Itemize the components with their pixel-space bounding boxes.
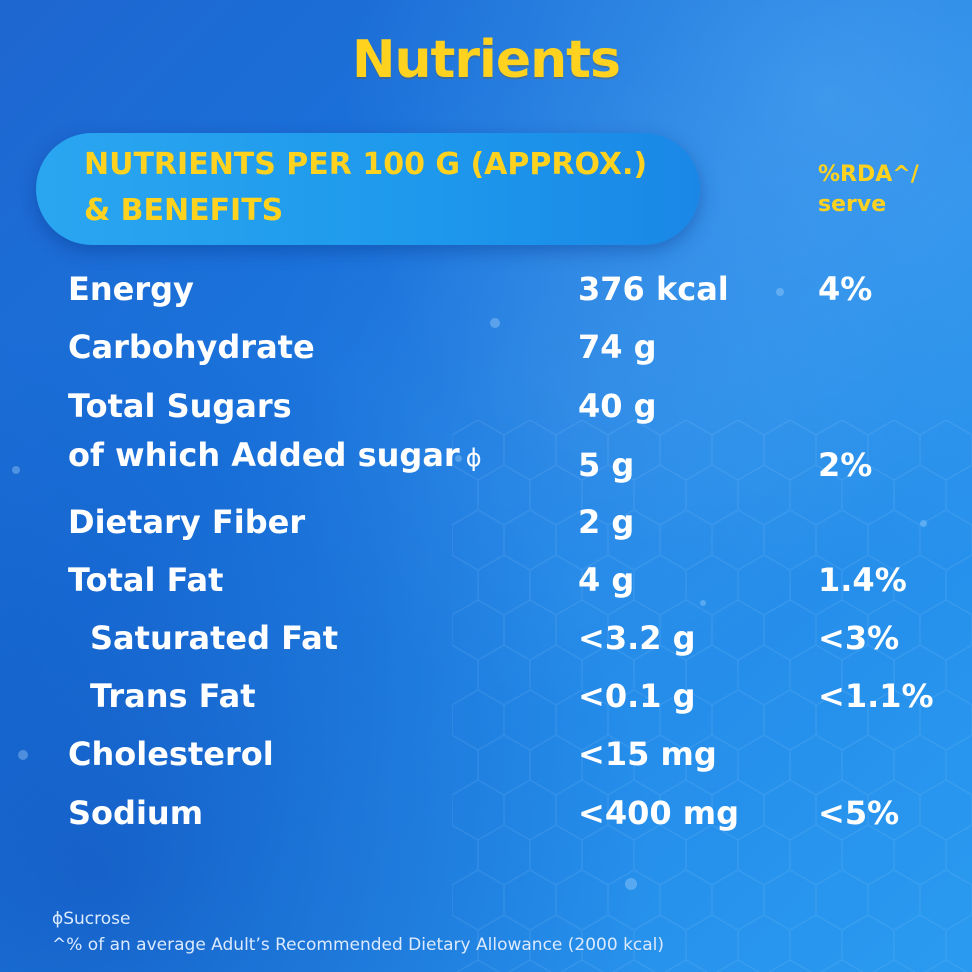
nutrient-amount: 40 g <box>578 387 657 425</box>
nutrient-name: Carbohydrate <box>68 328 315 366</box>
nutrient-row-carbohydrate: Carbohydrate 74 g <box>0 328 972 372</box>
footnote-sucrose: ϕSucrose <box>52 909 131 929</box>
nutrient-row-added-sugar: of which Added sugar ϕ <box>0 436 972 480</box>
nutrient-name: Cholesterol <box>68 735 274 773</box>
nutrient-amount: 5 g <box>578 446 635 484</box>
nutrient-amount: 2 g <box>578 503 635 541</box>
nutrient-row-sodium: Sodium <400 mg <5% <box>0 794 972 838</box>
rda-column-header: %RDA^/ serve <box>818 160 919 220</box>
nutrient-row-added-sugar-values: 5 g 2% <box>0 446 972 490</box>
nutrient-row-total-sugars: Total Sugars 40 g <box>0 387 972 431</box>
nutrient-rda: <1.1% <box>818 677 934 715</box>
rda-header-line2: serve <box>818 192 887 217</box>
nutrient-rda: 4% <box>818 270 873 308</box>
nutrient-name: Saturated Fat <box>90 619 339 657</box>
nutrient-amount: 74 g <box>578 328 657 366</box>
nutrient-amount: <0.1 g <box>578 677 696 715</box>
phi-symbol: ϕ <box>465 444 482 472</box>
header-nutrients-line: NUTRIENTS PER 100 G (APPROX.) <box>84 147 648 182</box>
nutrient-name: Sodium <box>68 794 204 832</box>
nutrient-amount: <3.2 g <box>578 619 696 657</box>
footnote-rda-definition: ^% of an average Adult’s Recommended Die… <box>52 935 665 955</box>
nutrient-amount: 4 g <box>578 561 635 599</box>
nutrient-name: Dietary Fiber <box>68 503 306 541</box>
header-benefits-line: & BENEFITS <box>84 193 284 228</box>
nutrient-row-cholesterol: Cholesterol <15 mg <box>0 735 972 779</box>
nutrient-name-text: of which Added sugar <box>68 436 460 474</box>
nutrient-name: Energy <box>68 270 194 308</box>
rda-header-line1: %RDA^/ <box>818 162 919 187</box>
footnotes: ϕSucrose ^% of an average Adult’s Recomm… <box>52 906 664 958</box>
nutrient-row-dietary-fiber: Dietary Fiber 2 g <box>0 503 972 547</box>
nutrient-name: of which Added sugar ϕ <box>68 436 482 474</box>
nutrient-row-total-fat: Total Fat 4 g 1.4% <box>0 561 972 605</box>
hexagon-pattern-decoration <box>452 420 972 972</box>
nutrient-name: Total Sugars <box>68 387 292 425</box>
nutrient-amount: <15 mg <box>578 735 717 773</box>
nutrient-name: Trans Fat <box>90 677 256 715</box>
page-title: Nutrients <box>352 30 621 90</box>
table-header-pill: NUTRIENTS PER 100 G (APPROX.) & BENEFITS <box>36 133 700 245</box>
nutrient-row-saturated-fat: Saturated Fat <3.2 g <3% <box>0 619 972 663</box>
nutrient-rda: <3% <box>818 619 900 657</box>
nutrient-rda: 2% <box>818 446 873 484</box>
nutrient-rda: 1.4% <box>818 561 907 599</box>
nutrient-name: Total Fat <box>68 561 224 599</box>
nutrient-row-trans-fat: Trans Fat <0.1 g <1.1% <box>0 677 972 721</box>
nutrient-amount: <400 mg <box>578 794 739 832</box>
nutrient-amount: 376 kcal <box>578 270 729 308</box>
nutrient-row-energy: Energy 376 kcal 4% <box>0 270 972 314</box>
nutrient-rda: <5% <box>818 794 900 832</box>
